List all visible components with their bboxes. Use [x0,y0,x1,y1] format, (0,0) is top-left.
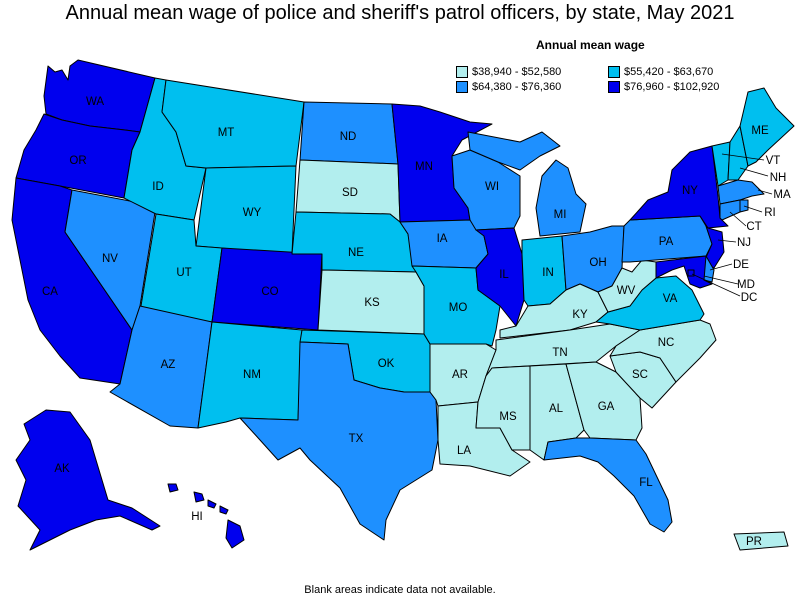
state-NY[interactable] [629,145,729,229]
legend-swatch-4 [608,81,620,93]
label-MA: MA [773,189,791,201]
label-IL: IL [499,269,509,281]
label-HI: HI [191,511,203,523]
state-GA[interactable] [565,361,643,441]
label-DC: DC [741,292,758,304]
label-TX: TX [349,433,364,445]
state-FL[interactable] [543,437,673,533]
leader-DC [691,273,741,297]
label-NV: NV [102,253,118,265]
label-PA: PA [659,236,674,248]
label-WI: WI [485,181,499,193]
label-SD: SD [342,187,358,199]
leader-RI [743,205,763,213]
state-AK[interactable] [15,409,161,551]
label-WA: WA [86,96,104,108]
state-MD[interactable] [655,255,713,289]
label-MT: MT [218,127,235,139]
label-SC: SC [632,369,648,381]
label-MO: MO [449,302,468,314]
label-FL: FL [639,477,653,489]
leader-CT [729,211,747,227]
label-ND: ND [340,131,357,143]
map-title: Annual mean wage of police and sheriff's… [65,2,735,24]
footer-note: Blank areas indicate data not available. [304,584,496,596]
label-MS: MS [499,411,517,423]
label-OR: OR [69,155,86,167]
label-DE: DE [733,259,749,271]
state-IL[interactable] [475,227,525,327]
label-MN: MN [415,161,433,173]
state-DC[interactable] [687,269,695,277]
legend-label-1: $38,940 - $52,580 [472,66,562,78]
legend-item-1: $38,940 - $52,580 [456,66,561,78]
label-KY: KY [572,309,588,321]
label-IN: IN [542,267,554,279]
leader-NH [739,167,769,177]
state-NH[interactable] [727,125,749,181]
leader-DE [709,263,733,271]
legend-item-3: $64,380 - $76,360 [456,81,561,93]
label-PR: PR [746,536,762,548]
legend-swatch-2 [608,66,620,78]
state-PR[interactable] [733,531,789,551]
label-AZ: AZ [161,359,176,371]
state-ME[interactable] [739,87,795,167]
label-OH: OH [589,257,606,269]
state-MT[interactable] [161,79,305,169]
legend-item-4: $76,960 - $102,920 [608,81,719,93]
label-CT: CT [746,221,761,233]
label-WY: WY [243,207,262,219]
label-VA: VA [663,293,678,305]
state-HI[interactable] [167,483,245,549]
label-ME: ME [751,125,769,137]
label-LA: LA [457,445,471,457]
legend-label-4: $76,960 - $102,920 [624,81,720,93]
label-WV: WV [617,285,636,297]
leader-MD [703,275,739,285]
legend-label-2: $55,420 - $63,670 [624,66,714,78]
label-IA: IA [437,233,448,245]
label-TN: TN [552,347,567,359]
label-AL: AL [549,403,564,415]
label-MD: MD [737,279,755,291]
label-ID: ID [152,181,164,193]
state-TN[interactable] [485,323,641,377]
label-KS: KS [364,297,380,309]
label-NH: NH [770,172,787,184]
label-AR: AR [452,369,468,381]
label-AK: AK [54,463,70,475]
legend-swatch-3 [456,81,468,93]
label-RI: RI [764,207,776,219]
label-VT: VT [766,155,781,167]
legend-title: Annual mean wage [536,38,645,52]
label-NE: NE [348,247,364,259]
legend-item-2: $55,420 - $63,670 [608,66,713,78]
leader-NJ [717,239,737,243]
leader-MA [757,189,773,195]
label-UT: UT [176,267,191,279]
label-NM: NM [243,369,261,381]
label-OK: OK [378,358,395,370]
state-MI[interactable] [467,131,587,237]
label-GA: GA [598,401,615,413]
label-NJ: NJ [737,237,751,249]
label-NY: NY [682,185,698,197]
label-CO: CO [261,286,278,298]
state-MS[interactable] [475,365,531,451]
label-MI: MI [554,209,567,221]
legend-swatch-1 [456,66,468,78]
legend-label-3: $64,380 - $76,360 [472,81,562,93]
label-NC: NC [658,337,675,349]
leader-VT [721,153,765,161]
label-CA: CA [42,286,58,298]
state-TX[interactable] [239,341,439,541]
state-CT[interactable] [719,199,741,221]
